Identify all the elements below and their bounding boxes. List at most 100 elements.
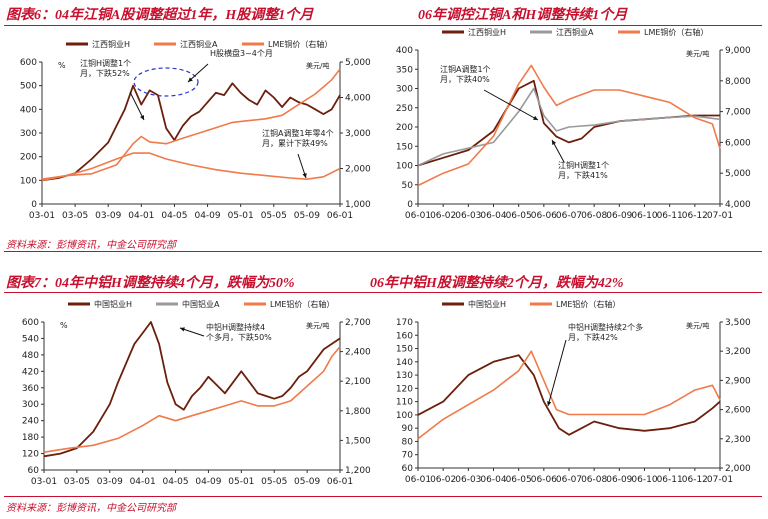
series-line-1 xyxy=(41,82,341,182)
x-tick-label: 06-03 xyxy=(455,475,481,485)
right-tick-label: 2,000 xyxy=(345,165,371,175)
legend-label: LME铜价（右轴） xyxy=(644,28,708,37)
x-tick-label: 06-01 xyxy=(405,475,431,485)
series-line-2 xyxy=(417,350,721,440)
left-tick-label: 300 xyxy=(396,85,413,95)
x-tick-label: 06-02 xyxy=(430,475,456,485)
left-tick-label: 110 xyxy=(396,398,413,408)
left-tick-label: 600 xyxy=(22,318,39,328)
right-tick-label: 1,200 xyxy=(345,466,371,476)
left-tick-label: 120 xyxy=(396,384,413,394)
left-tick-label: 200 xyxy=(396,123,413,133)
left-tick-label: 170 xyxy=(396,318,413,328)
x-tick-label: 05-09 xyxy=(294,477,320,487)
left-tick-label: 50 xyxy=(402,181,414,191)
annotation-arrowhead xyxy=(180,327,185,332)
series-line-3 xyxy=(41,68,341,180)
annotation-text: 江铜H调整1个月，下跌41% xyxy=(558,160,609,180)
annotation-arrow xyxy=(129,91,145,121)
left-tick-label: 300 xyxy=(22,400,39,410)
right-tick-label: 5,000 xyxy=(345,58,371,68)
x-tick-label: 06-05 xyxy=(506,211,532,221)
left-tick-label: 100 xyxy=(396,411,413,421)
left-tick-label: 130 xyxy=(396,371,413,381)
right-tick-label: 5,000 xyxy=(725,169,751,179)
annotation-text: H股横盘3~4个月 xyxy=(210,48,273,58)
right-tick-label: 2,000 xyxy=(725,464,751,474)
x-tick-label: 06-12 xyxy=(682,475,708,485)
fig7-bottom-rule xyxy=(4,496,762,497)
legend-label: 中国铝业A xyxy=(182,299,220,309)
x-tick-label: 06-04 xyxy=(480,211,506,221)
legend-label: LME铝价（右轴） xyxy=(556,299,620,309)
left-tick-label: 400 xyxy=(396,46,413,56)
x-tick-label: 04-05 xyxy=(161,211,187,221)
right-tick-label: 1,800 xyxy=(345,407,371,417)
right-tick-label: 4,000 xyxy=(725,200,751,210)
right-unit: 美元/吨 xyxy=(686,321,709,330)
left-tick-label: 70 xyxy=(402,451,414,461)
chart-panel-1: 0 100 200 300 400 500 600 1,000 2,000 3,000 4,000 5… xyxy=(4,28,376,232)
legend-label: LME铜价（右轴） xyxy=(268,39,332,49)
right-tick-label: 6,000 xyxy=(725,138,751,148)
annotation-text: 江铜A调整1年零4个月，累计下跌49% xyxy=(262,128,334,148)
fig6-title: 图表6：04年江铜A股调整超过1年，H股调整1个月 xyxy=(6,8,314,23)
annotation-arrowhead xyxy=(302,173,307,178)
x-tick-label: 06-01 xyxy=(405,211,431,221)
x-tick-label: 06-01 xyxy=(327,477,353,487)
legend-label: LME铝价（右轴） xyxy=(270,299,334,309)
annotation-arrowhead xyxy=(547,401,552,406)
series-line-1 xyxy=(417,354,721,436)
x-tick-label: 05-05 xyxy=(261,477,287,487)
left-tick-label: 150 xyxy=(396,142,413,152)
right-tick-label: 2,900 xyxy=(725,376,751,386)
right-tick-label: 2,700 xyxy=(345,318,371,328)
x-tick-label: 06-07 xyxy=(556,475,582,485)
x-tick-label: 06-10 xyxy=(631,211,657,221)
left-tick-label: 480 xyxy=(22,351,39,361)
right-tick-label: 2,100 xyxy=(345,377,371,387)
left-tick-label: 140 xyxy=(396,358,413,368)
left-unit: % xyxy=(60,321,68,330)
left-tick-label: 100 xyxy=(20,176,37,186)
legend-label: 江西铜业H xyxy=(92,39,130,49)
right-tick-label: 2,600 xyxy=(725,406,751,416)
right-tick-label: 8,000 xyxy=(725,77,751,87)
left-tick-label: 200 xyxy=(20,153,37,163)
annotation-text: 江铜A调整1个月，下跌40% xyxy=(440,64,491,84)
left-tick-label: 500 xyxy=(20,82,37,92)
left-tick-label: 120 xyxy=(22,450,39,460)
annotation-arrow xyxy=(547,339,567,407)
x-tick-label: 05-01 xyxy=(228,211,254,221)
x-tick-label: 06-10 xyxy=(631,475,657,485)
x-tick-label: 07-01 xyxy=(707,475,733,485)
x-tick-label: 06-03 xyxy=(455,211,481,221)
left-tick-label: 150 xyxy=(396,345,413,355)
legend-label: 江西铜业A xyxy=(556,28,594,37)
annotation-arrowhead xyxy=(188,77,193,82)
right-unit: 美元/吨 xyxy=(306,321,329,330)
left-tick-label: 160 xyxy=(396,331,413,341)
annotation-text: 中铝H调整持续2个多月，下跌42% xyxy=(568,322,643,342)
fig7b-title: 06年中铝H股调整持续2个月，跌幅为42% xyxy=(370,276,624,291)
annotation-arrow xyxy=(483,89,539,121)
fig6-rule xyxy=(4,25,762,26)
fig6b-title: 06年调控江铜A和H调整持续1个月 xyxy=(418,8,628,23)
x-tick-label: 04-05 xyxy=(162,477,188,487)
x-tick-label: 03-05 xyxy=(62,211,88,221)
left-tick-label: 0 xyxy=(407,200,413,210)
left-tick-label: 60 xyxy=(28,466,40,476)
x-tick-label: 06-06 xyxy=(531,475,557,485)
series-line-2 xyxy=(43,346,341,453)
x-tick-label: 06-12 xyxy=(682,211,708,221)
x-tick-label: 03-01 xyxy=(31,477,57,487)
left-tick-label: 80 xyxy=(402,437,414,447)
x-tick-label: 07-01 xyxy=(707,211,733,221)
fig7-rule xyxy=(4,292,762,293)
left-tick-label: 300 xyxy=(20,129,37,139)
x-tick-label: 06-11 xyxy=(657,211,683,221)
annotation-text: 江铜H调整1个月，下跌52% xyxy=(80,58,131,78)
highlight-ellipse xyxy=(133,67,199,97)
fig7-title: 图表7：04年中铝H调整持续4个月，跌幅为50% xyxy=(6,276,295,291)
right-tick-label: 3,500 xyxy=(725,318,751,328)
